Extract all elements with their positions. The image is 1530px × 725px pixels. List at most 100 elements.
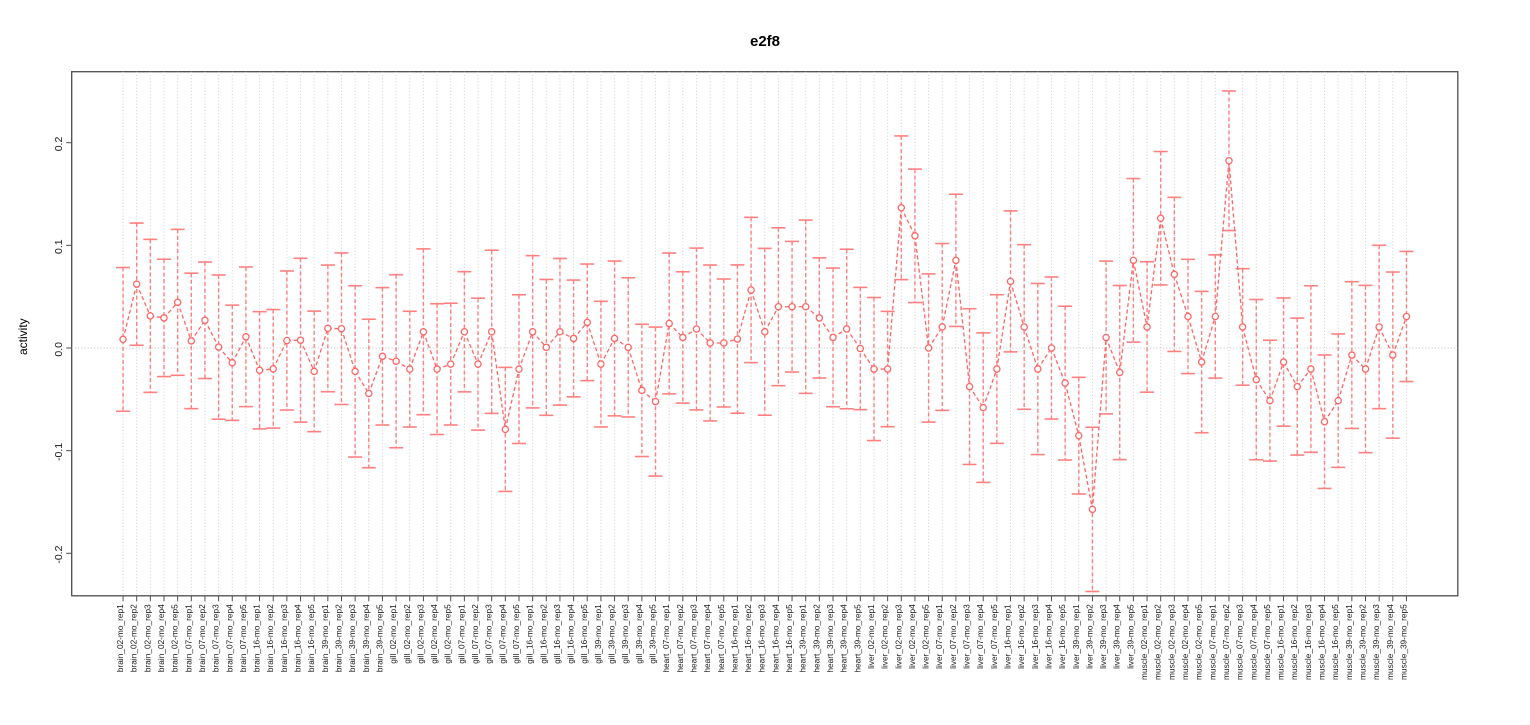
svg-text:muscle_07-mo_rep4: muscle_07-mo_rep4	[1248, 604, 1258, 680]
svg-text:muscle_07-mo_rep3: muscle_07-mo_rep3	[1235, 604, 1245, 680]
svg-text:heart_16-mo_rep3: heart_16-mo_rep3	[757, 604, 767, 673]
svg-text:muscle_07-mo_rep2: muscle_07-mo_rep2	[1221, 604, 1231, 680]
svg-text:heart_16-mo_rep2: heart_16-mo_rep2	[743, 604, 753, 673]
svg-text:brain_02-mo_rep5: brain_02-mo_rep5	[170, 604, 180, 672]
svg-text:gill_07-mo_rep1: gill_07-mo_rep1	[456, 604, 466, 664]
svg-text:brain_07-mo_rep1: brain_07-mo_rep1	[183, 604, 193, 672]
svg-text:brain_02-mo_rep1: brain_02-mo_rep1	[115, 604, 125, 672]
svg-text:heart_07-mo_rep4: heart_07-mo_rep4	[702, 604, 712, 673]
svg-text:liver_39-mo_rep5: liver_39-mo_rep5	[1125, 604, 1135, 669]
svg-text:brain_02-mo_rep3: brain_02-mo_rep3	[142, 604, 152, 672]
svg-text:gill_39-mo_rep3: gill_39-mo_rep3	[620, 604, 630, 664]
svg-text:muscle_39-mo_rep3: muscle_39-mo_rep3	[1371, 604, 1381, 680]
svg-text:gill_39-mo_rep2: gill_39-mo_rep2	[607, 604, 617, 664]
svg-text:heart_16-mo_rep5: heart_16-mo_rep5	[784, 604, 794, 673]
svg-text:muscle_39-mo_rep5: muscle_39-mo_rep5	[1398, 604, 1408, 680]
svg-text:brain_39-mo_rep5: brain_39-mo_rep5	[374, 604, 384, 672]
svg-text:brain_39-mo_rep1: brain_39-mo_rep1	[320, 604, 330, 672]
svg-text:heart_39-mo_rep5: heart_39-mo_rep5	[852, 604, 862, 673]
svg-text:liver_16-mo_rep4: liver_16-mo_rep4	[1043, 604, 1053, 669]
svg-text:liver_02-mo_rep4: liver_02-mo_rep4	[907, 604, 917, 669]
svg-text:0.0: 0.0	[53, 342, 65, 357]
svg-text:muscle_39-mo_rep4: muscle_39-mo_rep4	[1385, 604, 1395, 680]
svg-text:muscle_02-mo_rep4: muscle_02-mo_rep4	[1180, 604, 1190, 680]
svg-text:muscle_02-mo_rep3: muscle_02-mo_rep3	[1166, 604, 1176, 680]
svg-text:liver_16-mo_rep1: liver_16-mo_rep1	[1003, 604, 1013, 669]
svg-text:liver_16-mo_rep2: liver_16-mo_rep2	[1016, 604, 1026, 669]
svg-text:muscle_39-mo_rep2: muscle_39-mo_rep2	[1358, 604, 1368, 680]
svg-text:gill_02-mo_rep2: gill_02-mo_rep2	[402, 604, 412, 664]
svg-text:heart_07-mo_rep5: heart_07-mo_rep5	[716, 604, 726, 673]
svg-text:heart_07-mo_rep3: heart_07-mo_rep3	[688, 604, 698, 673]
svg-text:muscle_02-mo_rep5: muscle_02-mo_rep5	[1194, 604, 1204, 680]
svg-text:muscle_39-mo_rep1: muscle_39-mo_rep1	[1344, 604, 1354, 680]
svg-text:liver_39-mo_rep4: liver_39-mo_rep4	[1112, 604, 1122, 669]
svg-text:heart_16-mo_rep4: heart_16-mo_rep4	[770, 604, 780, 673]
svg-text:brain_07-mo_rep3: brain_07-mo_rep3	[211, 604, 221, 672]
svg-text:gill_02-mo_rep1: gill_02-mo_rep1	[388, 604, 398, 664]
svg-text:heart_07-mo_rep1: heart_07-mo_rep1	[661, 604, 671, 673]
svg-text:liver_07-mo_rep2: liver_07-mo_rep2	[948, 604, 958, 669]
svg-text:brain_02-mo_rep4: brain_02-mo_rep4	[156, 604, 166, 672]
svg-text:gill_16-mo_rep1: gill_16-mo_rep1	[525, 604, 535, 664]
svg-text:liver_07-mo_rep1: liver_07-mo_rep1	[934, 604, 944, 669]
svg-text:gill_39-mo_rep4: gill_39-mo_rep4	[634, 604, 644, 664]
svg-text:brain_16-mo_rep3: brain_16-mo_rep3	[279, 604, 289, 672]
svg-text:brain_16-mo_rep1: brain_16-mo_rep1	[252, 604, 262, 672]
svg-text:gill_39-mo_rep1: gill_39-mo_rep1	[593, 604, 603, 664]
svg-text:liver_16-mo_rep3: liver_16-mo_rep3	[1030, 604, 1040, 669]
svg-text:brain_39-mo_rep3: brain_39-mo_rep3	[347, 604, 357, 672]
svg-text:liver_07-mo_rep4: liver_07-mo_rep4	[975, 604, 985, 669]
svg-text:brain_39-mo_rep4: brain_39-mo_rep4	[361, 604, 371, 672]
svg-text:brain_39-mo_rep2: brain_39-mo_rep2	[333, 604, 343, 672]
svg-text:-0.1: -0.1	[53, 443, 65, 461]
svg-text:muscle_02-mo_rep2: muscle_02-mo_rep2	[1153, 604, 1163, 680]
svg-text:brain_07-mo_rep4: brain_07-mo_rep4	[224, 604, 234, 672]
svg-text:gill_02-mo_rep5: gill_02-mo_rep5	[443, 604, 453, 664]
svg-text:gill_02-mo_rep3: gill_02-mo_rep3	[415, 604, 425, 664]
svg-text:brain_07-mo_rep5: brain_07-mo_rep5	[238, 604, 248, 672]
svg-text:brain_07-mo_rep2: brain_07-mo_rep2	[197, 604, 207, 672]
svg-text:heart_39-mo_rep2: heart_39-mo_rep2	[811, 604, 821, 673]
svg-text:heart_39-mo_rep1: heart_39-mo_rep1	[798, 604, 808, 673]
svg-text:liver_39-mo_rep3: liver_39-mo_rep3	[1098, 604, 1108, 669]
svg-text:muscle_16-mo_rep5: muscle_16-mo_rep5	[1330, 604, 1340, 680]
svg-text:muscle_16-mo_rep1: muscle_16-mo_rep1	[1276, 604, 1286, 680]
svg-text:gill_07-mo_rep5: gill_07-mo_rep5	[511, 604, 521, 664]
svg-text:gill_07-mo_rep3: gill_07-mo_rep3	[484, 604, 494, 664]
svg-text:brain_16-mo_rep2: brain_16-mo_rep2	[265, 604, 275, 672]
svg-text:gill_16-mo_rep3: gill_16-mo_rep3	[552, 604, 562, 664]
svg-text:gill_02-mo_rep4: gill_02-mo_rep4	[429, 604, 439, 664]
svg-text:heart_39-mo_rep3: heart_39-mo_rep3	[825, 604, 835, 673]
svg-text:heart_16-mo_rep1: heart_16-mo_rep1	[729, 604, 739, 673]
svg-text:brain_16-mo_rep4: brain_16-mo_rep4	[293, 604, 303, 672]
svg-text:liver_02-mo_rep2: liver_02-mo_rep2	[880, 604, 890, 669]
svg-text:gill_16-mo_rep2: gill_16-mo_rep2	[538, 604, 548, 664]
svg-text:muscle_02-mo_rep1: muscle_02-mo_rep1	[1139, 604, 1149, 680]
svg-text:liver_02-mo_rep1: liver_02-mo_rep1	[866, 604, 876, 669]
svg-text:gill_16-mo_rep5: gill_16-mo_rep5	[579, 604, 589, 664]
svg-text:muscle_07-mo_rep1: muscle_07-mo_rep1	[1207, 604, 1217, 680]
svg-text:brain_16-mo_rep5: brain_16-mo_rep5	[306, 604, 316, 672]
svg-text:liver_02-mo_rep3: liver_02-mo_rep3	[893, 604, 903, 669]
svg-text:gill_07-mo_rep2: gill_07-mo_rep2	[470, 604, 480, 664]
svg-text:muscle_16-mo_rep2: muscle_16-mo_rep2	[1289, 604, 1299, 680]
svg-text:brain_02-mo_rep2: brain_02-mo_rep2	[129, 604, 139, 672]
svg-text:liver_07-mo_rep3: liver_07-mo_rep3	[962, 604, 972, 669]
svg-text:muscle_07-mo_rep5: muscle_07-mo_rep5	[1262, 604, 1272, 680]
svg-text:liver_02-mo_rep5: liver_02-mo_rep5	[921, 604, 931, 669]
svg-text:muscle_16-mo_rep4: muscle_16-mo_rep4	[1317, 604, 1327, 680]
svg-text:gill_39-mo_rep5: gill_39-mo_rep5	[648, 604, 658, 664]
svg-text:liver_07-mo_rep5: liver_07-mo_rep5	[989, 604, 999, 669]
svg-text:gill_16-mo_rep4: gill_16-mo_rep4	[566, 604, 576, 664]
svg-text:liver_16-mo_rep5: liver_16-mo_rep5	[1057, 604, 1067, 669]
svg-text:muscle_16-mo_rep3: muscle_16-mo_rep3	[1303, 604, 1313, 680]
svg-text:liver_39-mo_rep2: liver_39-mo_rep2	[1084, 604, 1094, 669]
svg-text:0.1: 0.1	[53, 239, 65, 254]
svg-text:heart_39-mo_rep4: heart_39-mo_rep4	[839, 604, 849, 673]
svg-text:gill_07-mo_rep4: gill_07-mo_rep4	[497, 604, 507, 664]
svg-text:-0.2: -0.2	[53, 545, 65, 563]
svg-text:heart_07-mo_rep2: heart_07-mo_rep2	[675, 604, 685, 673]
svg-text:liver_39-mo_rep1: liver_39-mo_rep1	[1071, 604, 1081, 669]
svg-text:0.2: 0.2	[53, 137, 65, 152]
